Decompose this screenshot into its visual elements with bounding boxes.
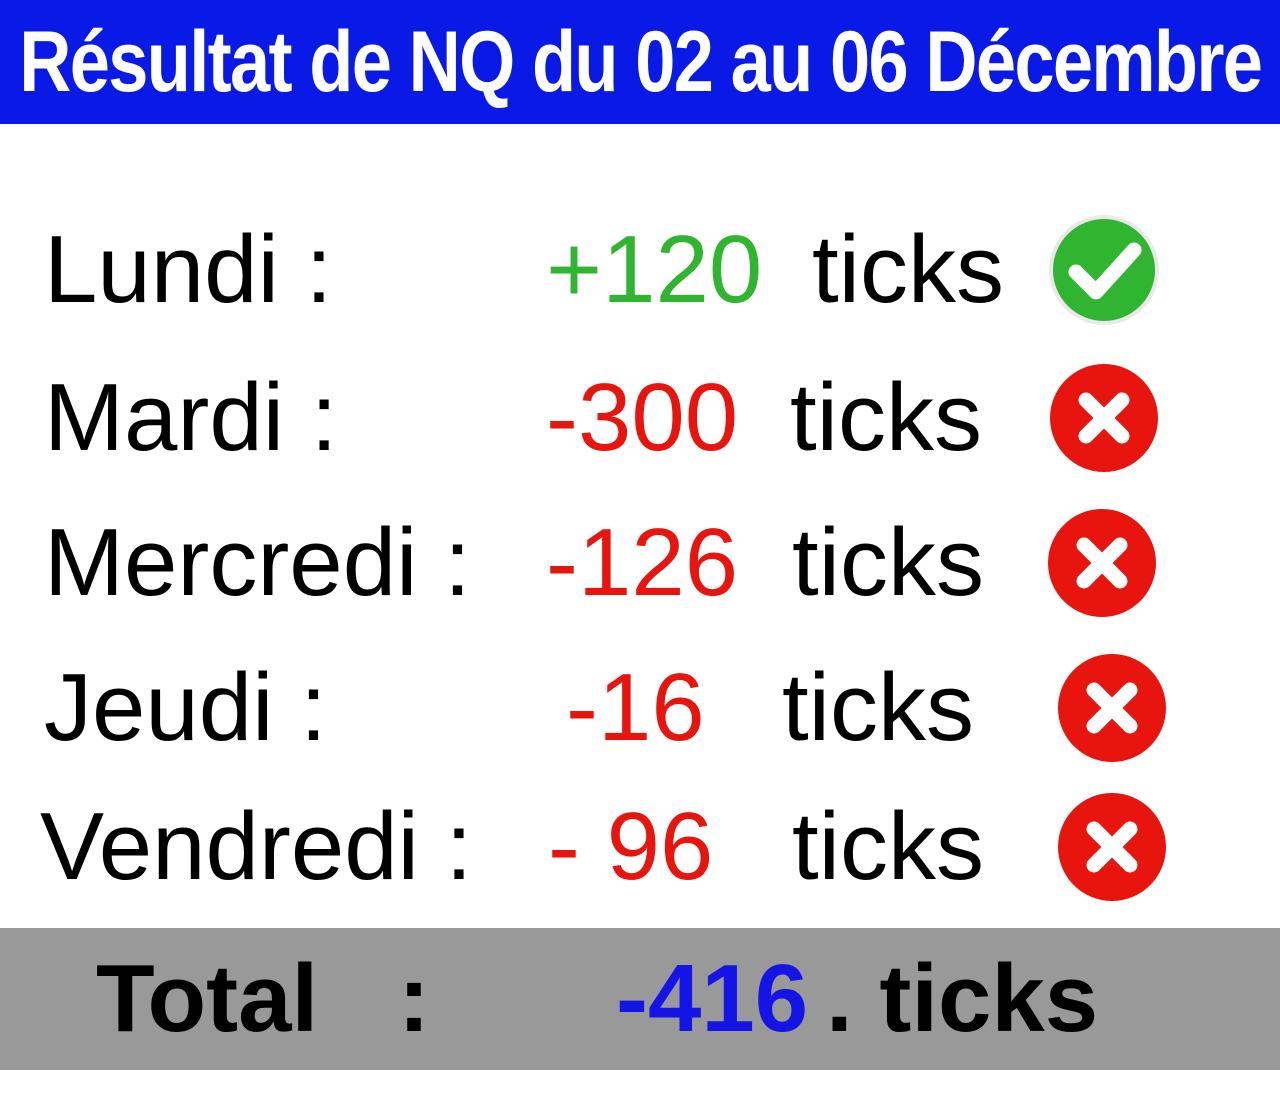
result-row-vendredi: Vendredi : - 96 ticks (0, 772, 1280, 922)
day-label: Lundi : (44, 216, 333, 323)
tick-unit: ticks (782, 654, 974, 761)
tick-unit: ticks (790, 364, 982, 471)
cross-icon (1048, 362, 1160, 474)
result-row-mardi: Mardi : -300 ticks (0, 343, 1280, 493)
tick-unit: ticks (812, 216, 1004, 323)
total-value: -416 (616, 945, 809, 1052)
cross-icon (1046, 507, 1158, 619)
check-icon (1048, 214, 1160, 326)
tick-value: -16 (566, 654, 705, 761)
tick-unit: ticks (792, 793, 984, 900)
cross-icon (1056, 791, 1168, 903)
title-banner: Résultat de NQ du 02 au 06 Décembre (0, 0, 1280, 124)
page-title: Résultat de NQ du 02 au 06 Décembre (19, 13, 1263, 110)
tick-value: -300 (546, 364, 739, 471)
tick-unit: ticks (792, 509, 984, 616)
day-label: Mardi : (44, 364, 338, 471)
result-row-mercredi: Mercredi : -126 ticks (0, 488, 1280, 638)
cross-icon (1056, 652, 1168, 764)
total-colon: : (398, 945, 430, 1052)
result-row-jeudi: Jeudi : -16 ticks (0, 633, 1280, 783)
day-label: Mercredi : (44, 509, 471, 616)
tick-value: - 96 (548, 793, 714, 900)
total-label: Total (96, 945, 319, 1052)
tick-value: +120 (546, 216, 763, 323)
result-row-lundi: Lundi : +120 ticks (0, 195, 1280, 345)
tick-value: -126 (546, 509, 739, 616)
day-label: Jeudi : (44, 654, 327, 761)
day-label: Vendredi : (40, 793, 473, 900)
total-bar: Total : -416 . ticks (0, 928, 1280, 1070)
total-unit: . ticks (826, 945, 1099, 1052)
